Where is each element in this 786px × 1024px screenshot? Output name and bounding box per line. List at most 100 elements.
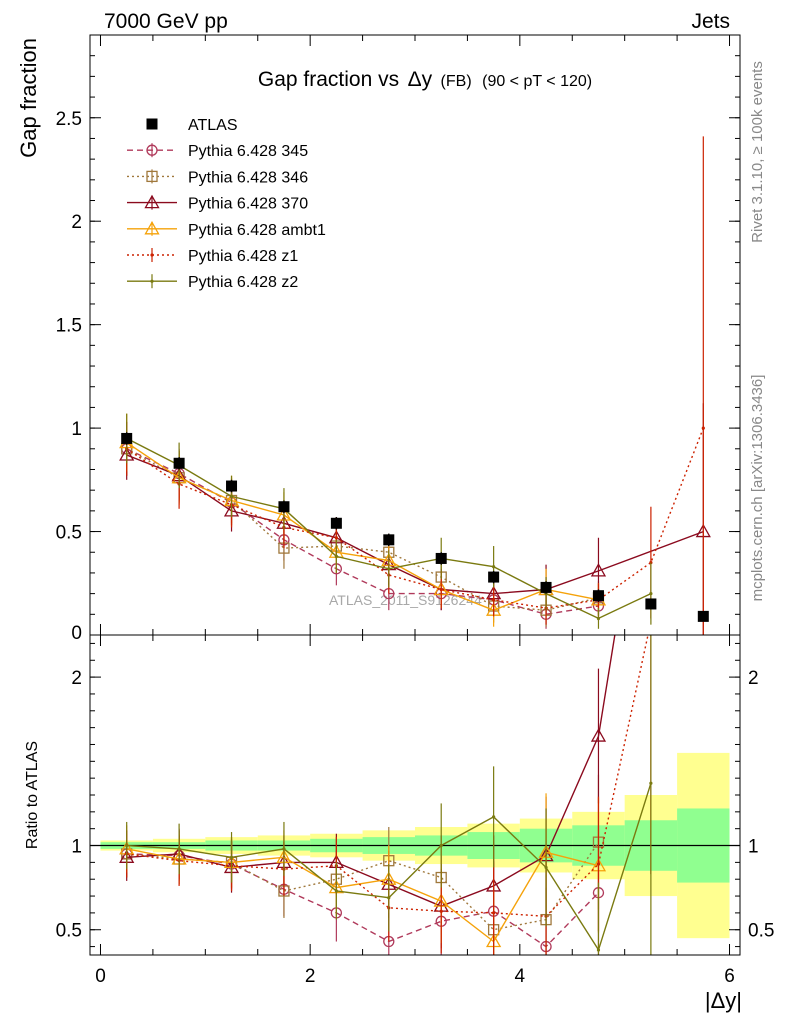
series-2 — [119, 403, 711, 635]
title-main: Gap fraction vs — [258, 68, 399, 91]
legend-label-1: Pythia 6.428 345 — [188, 143, 308, 160]
top-ytick-label-2: 1.5 — [56, 316, 82, 337]
x-axis-label: |Δy| — [705, 988, 742, 1013]
title-delta: Δy — [408, 68, 433, 91]
top-ytick-label-1: 1 — [71, 419, 82, 440]
legend-marker-6 — [150, 279, 154, 283]
watermark: ATLAS_2011_S9126244 — [329, 592, 482, 608]
ratio-panel: 0.5 0.5 1 1 2 2 0 2 4 6 Ratio to ATLAS |Δy| — [24, 81, 774, 1013]
series-5-point-9 — [596, 616, 601, 621]
top-ytick-label-0: 0.5 — [56, 523, 82, 544]
header-left: 7000 GeV pp — [104, 10, 228, 33]
xtick-label-0: 0 — [95, 966, 106, 987]
legend-entry-0: ATLAS — [146, 117, 238, 134]
legend-entry-1: Pythia 6.428 345 — [127, 143, 308, 160]
series-3-line — [126, 442, 599, 611]
series-4-point-4 — [334, 536, 338, 540]
series-5-point-10 — [649, 592, 653, 596]
legend-entry-3: Pythia 6.428 370 — [127, 194, 308, 213]
data-point-7 — [488, 571, 500, 583]
data-point-0 — [121, 432, 133, 444]
bot-ytick-label-right-1: 1 — [748, 837, 759, 858]
data-point-5 — [383, 534, 395, 546]
data-point-11 — [697, 610, 709, 622]
data-point-1 — [173, 457, 185, 469]
ratio-series-5-point-0 — [125, 843, 129, 848]
legend-label-2: Pythia 6.428 346 — [188, 169, 308, 186]
legend-label-5: Pythia 6.428 z1 — [188, 248, 298, 265]
top-ytick-label-4: 2.5 — [56, 109, 82, 130]
ratio-series-5-point-3 — [282, 847, 286, 851]
series-0-line — [126, 448, 599, 616]
data-point-3 — [278, 501, 290, 513]
top-ytick-label-3: 2 — [71, 212, 82, 233]
bottom-y-label: Ratio to ATLAS — [24, 741, 41, 849]
ratio-series-5 — [125, 635, 653, 955]
data-point-10 — [645, 598, 657, 610]
xtick-label-2: 4 — [515, 966, 526, 987]
data-point-2 — [226, 480, 238, 492]
ratio-series-0-line — [126, 853, 600, 948]
series-5-point-2 — [229, 494, 234, 498]
chart-title: Gap fraction vs Δy (FB) (90 < pT < 120) — [258, 68, 592, 91]
legend-marker-1 — [146, 144, 158, 156]
legend-entry-4: Pythia 6.428 ambt1 — [127, 220, 326, 239]
legend-label-3: Pythia 6.428 370 — [188, 196, 308, 213]
ratio-series-5-point-5 — [387, 896, 391, 900]
series-4-point-7 — [492, 598, 496, 602]
ratio-series-4-line — [126, 635, 649, 918]
bot-ytick-label-0: 0.5 — [56, 921, 82, 942]
series-4-point-6 — [439, 587, 443, 592]
ratio-series-4-point-6 — [439, 909, 443, 913]
data-series — [121, 432, 709, 622]
title-range: (90 < pT < 120) — [482, 73, 592, 90]
legend-marker-3 — [144, 194, 160, 209]
legend-marker-0 — [146, 118, 158, 130]
bot-ytick-label-1: 1 — [71, 837, 82, 858]
ratio-series-5-point-10 — [649, 781, 653, 785]
series-5-point-5 — [387, 567, 391, 571]
bot-ytick-label-right-0: 0.5 — [748, 921, 774, 942]
series-4-line — [126, 427, 704, 609]
ratio-series-4-point-9 — [596, 862, 601, 866]
side-label-top: Rivet 3.1.10, ≥ 100k events — [749, 61, 766, 243]
series-5-point-4 — [334, 554, 338, 558]
gap-fraction-panel: ATLAS_2011_S9126244 0.5 1 1.5 2 2.5 0 Gap fra… — [16, 34, 741, 644]
ratio-series-1-line — [126, 841, 600, 931]
series-4-point-11 — [701, 426, 705, 430]
top-ytick-label-edge: 0 — [71, 623, 82, 644]
legend-label-0: ATLAS — [188, 117, 238, 134]
xtick-label-3: 6 — [724, 966, 735, 987]
ratio-series-4-point-7 — [492, 911, 496, 915]
legend-label-6: Pythia 6.428 z2 — [188, 274, 298, 291]
ratio-series-2-point-11 — [697, 81, 710, 93]
legend-label-4: Pythia 6.428 ambt1 — [188, 222, 326, 239]
data-point-9 — [592, 590, 604, 602]
xtick-label-1: 2 — [305, 966, 316, 987]
series-2-point-9 — [590, 563, 607, 577]
legend-entry-6: Pythia 6.428 z2 — [127, 274, 298, 291]
side-label-bottom: mcplots.cern.ch [arXiv:1306.3436] — [749, 375, 766, 602]
ratio-series-5-point-1 — [177, 847, 181, 851]
ratio-series-5-point-6 — [439, 843, 443, 848]
bot-ytick-label-2: 2 — [71, 668, 82, 689]
ratio-series-5-point-4 — [334, 889, 338, 893]
series-2-line — [126, 454, 704, 595]
data-point-4 — [330, 517, 342, 529]
data-point-8 — [540, 581, 552, 593]
series-5-point-7 — [492, 565, 496, 569]
ratio-series-5-point-7 — [492, 815, 496, 819]
top-y-label: Gap fraction — [16, 38, 41, 158]
ratio-series-2-point-9 — [590, 728, 607, 742]
ratio-series-3-line — [126, 848, 599, 943]
bot-ytick-label-right-2: 2 — [748, 668, 759, 689]
legend-marker-4 — [144, 220, 160, 235]
series-1-line — [126, 448, 599, 611]
svg-text:Gap fraction vs Δy: Gap fraction vs Δy (FB) (90 < pT < 120) — [258, 68, 592, 91]
ratio-series-5-point-2 — [229, 855, 234, 859]
legend-marker-2 — [146, 170, 158, 183]
header-right: Jets — [691, 10, 730, 33]
legend-entry-2: Pythia 6.428 346 — [127, 169, 308, 186]
ratio-series-5-point-8 — [544, 865, 548, 870]
legend-marker-5 — [150, 253, 154, 257]
